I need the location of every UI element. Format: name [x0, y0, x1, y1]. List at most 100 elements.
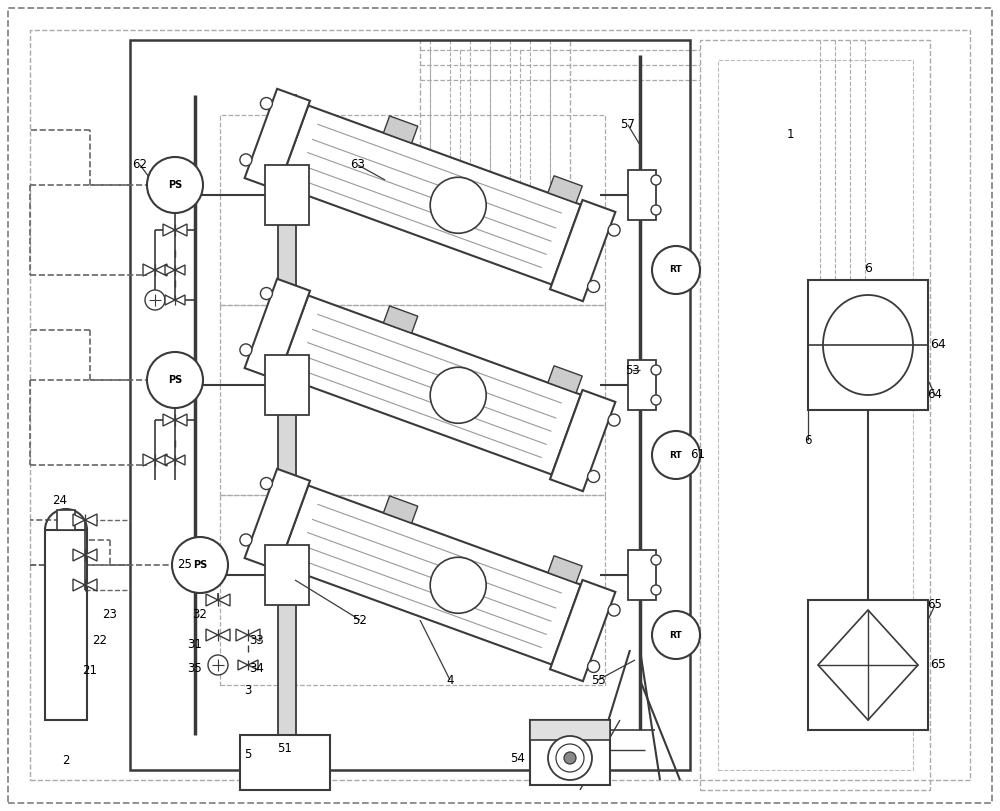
Text: RT: RT [670, 450, 682, 460]
Text: 25: 25 [178, 559, 192, 572]
Polygon shape [383, 496, 418, 523]
Polygon shape [143, 264, 167, 276]
Text: 31: 31 [188, 638, 202, 651]
Polygon shape [383, 306, 418, 333]
Circle shape [430, 557, 486, 613]
Text: 55: 55 [591, 673, 605, 686]
Circle shape [260, 288, 272, 299]
Polygon shape [236, 629, 260, 641]
Bar [530, 720, 610, 740]
Bar [265, 545, 309, 605]
Bar [278, 95, 296, 735]
Polygon shape [165, 455, 185, 465]
Bar [220, 115, 605, 305]
Polygon shape [73, 549, 97, 561]
Text: PS: PS [168, 180, 182, 190]
Bar [220, 495, 605, 685]
Text: RT: RT [670, 265, 682, 274]
Circle shape [652, 611, 700, 659]
Text: 21: 21 [82, 663, 98, 676]
Circle shape [260, 478, 272, 490]
Polygon shape [143, 454, 167, 466]
Circle shape [588, 470, 600, 483]
Polygon shape [279, 295, 581, 474]
Polygon shape [165, 265, 185, 275]
Polygon shape [163, 224, 187, 236]
Circle shape [430, 367, 486, 423]
Polygon shape [548, 366, 582, 393]
Ellipse shape [823, 295, 913, 395]
Polygon shape [245, 279, 310, 380]
Text: 34: 34 [250, 662, 264, 675]
Circle shape [588, 660, 600, 672]
Bar [700, 40, 930, 790]
Circle shape [652, 431, 700, 479]
Circle shape [608, 604, 620, 616]
Bar [130, 40, 690, 770]
Polygon shape [245, 88, 310, 190]
Circle shape [240, 344, 252, 356]
Text: 33: 33 [250, 633, 264, 646]
Text: 6: 6 [864, 261, 872, 274]
Text: 53: 53 [625, 363, 639, 376]
Text: 3: 3 [244, 684, 252, 697]
Text: 22: 22 [92, 633, 108, 646]
Text: 61: 61 [690, 448, 706, 461]
Circle shape [147, 352, 203, 408]
Text: PS: PS [193, 560, 207, 570]
Bar [220, 305, 605, 495]
Circle shape [208, 655, 228, 675]
Bar [808, 600, 928, 730]
Bar [45, 530, 87, 720]
Circle shape [651, 175, 661, 185]
Circle shape [652, 246, 700, 294]
Circle shape [588, 281, 600, 293]
Text: 32: 32 [193, 608, 207, 621]
Text: 64: 64 [930, 338, 946, 351]
Circle shape [651, 585, 661, 595]
Text: 63: 63 [351, 158, 365, 171]
Circle shape [608, 224, 620, 236]
Text: 4: 4 [446, 673, 454, 686]
Bar [628, 360, 656, 410]
Bar [240, 735, 330, 790]
Bar [530, 720, 610, 785]
Circle shape [240, 534, 252, 546]
Bar [265, 355, 309, 415]
Text: 5: 5 [244, 749, 252, 762]
Polygon shape [73, 579, 97, 591]
Circle shape [608, 414, 620, 426]
Circle shape [651, 395, 661, 405]
Circle shape [147, 157, 203, 213]
Text: 57: 57 [621, 118, 635, 131]
Polygon shape [550, 200, 615, 301]
Polygon shape [548, 556, 582, 583]
Text: 23: 23 [103, 608, 117, 621]
Text: 62: 62 [132, 158, 148, 171]
Text: 51: 51 [278, 741, 292, 754]
Bar [628, 170, 656, 220]
Polygon shape [165, 295, 185, 305]
Polygon shape [163, 414, 187, 426]
Polygon shape [550, 390, 615, 491]
Text: 65: 65 [930, 659, 946, 672]
Polygon shape [206, 629, 230, 641]
Text: 24: 24 [52, 494, 68, 507]
Bar [628, 550, 656, 600]
Polygon shape [818, 610, 918, 720]
Polygon shape [73, 514, 97, 526]
Text: PS: PS [168, 375, 182, 385]
Polygon shape [238, 660, 258, 670]
Bar [57, 510, 75, 530]
Text: 54: 54 [511, 752, 525, 765]
Text: 65: 65 [928, 599, 942, 611]
Polygon shape [245, 469, 310, 570]
Bar [265, 165, 309, 225]
Circle shape [651, 365, 661, 375]
Text: RT: RT [670, 630, 682, 640]
Polygon shape [206, 594, 230, 606]
Text: 52: 52 [353, 613, 367, 627]
Circle shape [145, 290, 165, 310]
Circle shape [548, 736, 592, 780]
Text: 1: 1 [786, 128, 794, 141]
